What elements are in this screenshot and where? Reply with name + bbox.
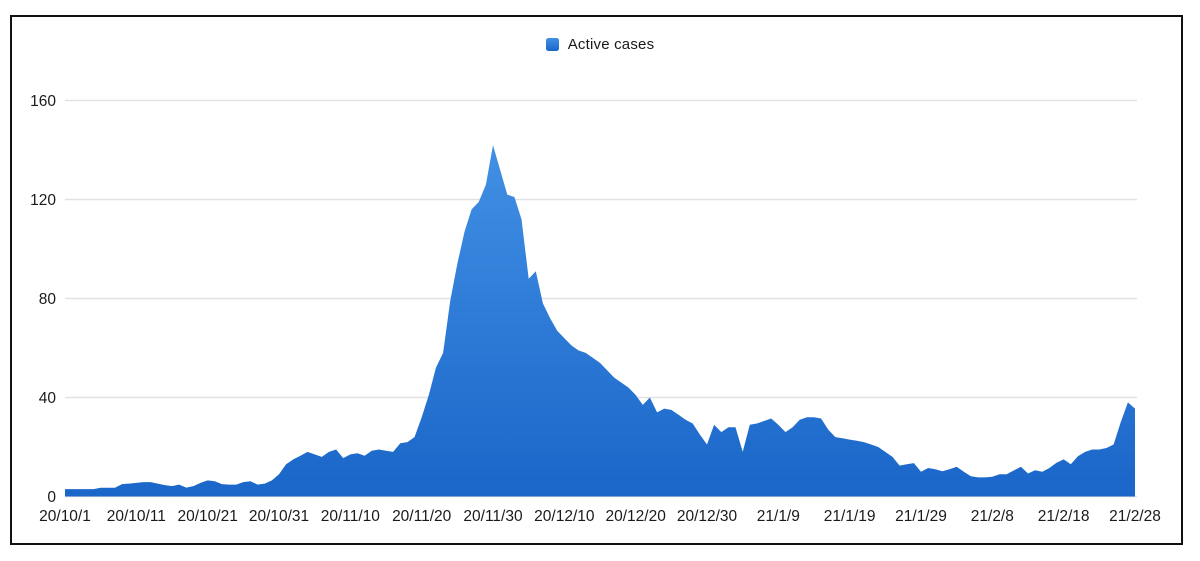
x-axis-tick-label: 20/11/10 bbox=[321, 508, 381, 525]
x-axis-tick-label: 20/12/10 bbox=[534, 508, 595, 525]
x-axis-tick-label: 20/10/21 bbox=[177, 508, 237, 525]
x-axis-tick-label: 20/12/30 bbox=[677, 508, 738, 525]
area-series-active-cases bbox=[65, 145, 1135, 497]
x-axis-tick-label: 21/2/28 bbox=[1109, 508, 1161, 525]
y-axis-tick-label: 40 bbox=[39, 390, 57, 407]
x-axis-tick-label: 21/2/8 bbox=[971, 508, 1014, 525]
legend-swatch-icon bbox=[545, 38, 559, 51]
x-axis-tick-label: 20/10/31 bbox=[249, 508, 309, 525]
x-axis-tick-label: 20/10/1 bbox=[39, 508, 91, 525]
x-axis-tick-label: 20/11/30 bbox=[463, 508, 523, 525]
x-axis-tick-label: 20/11/20 bbox=[392, 508, 452, 525]
x-axis-tick-label: 21/1/29 bbox=[895, 508, 947, 525]
x-axis-tick-label: 20/12/20 bbox=[605, 508, 666, 525]
legend: Active cases bbox=[0, 36, 1200, 53]
y-axis-tick-label: 160 bbox=[30, 93, 56, 110]
legend-label: Active cases bbox=[567, 36, 655, 53]
x-axis-tick-label: 21/1/9 bbox=[757, 508, 800, 525]
x-axis-tick-label: 21/1/19 bbox=[824, 508, 876, 525]
y-axis-tick-label: 0 bbox=[47, 489, 56, 506]
x-axis-tick-label: 20/10/11 bbox=[107, 508, 166, 525]
y-axis-tick-label: 120 bbox=[30, 192, 56, 209]
x-axis-tick-label: 21/2/18 bbox=[1038, 508, 1090, 525]
y-axis-tick-label: 80 bbox=[39, 291, 57, 308]
